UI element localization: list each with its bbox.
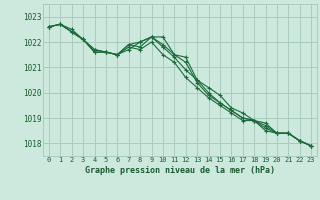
X-axis label: Graphe pression niveau de la mer (hPa): Graphe pression niveau de la mer (hPa) — [85, 166, 275, 175]
